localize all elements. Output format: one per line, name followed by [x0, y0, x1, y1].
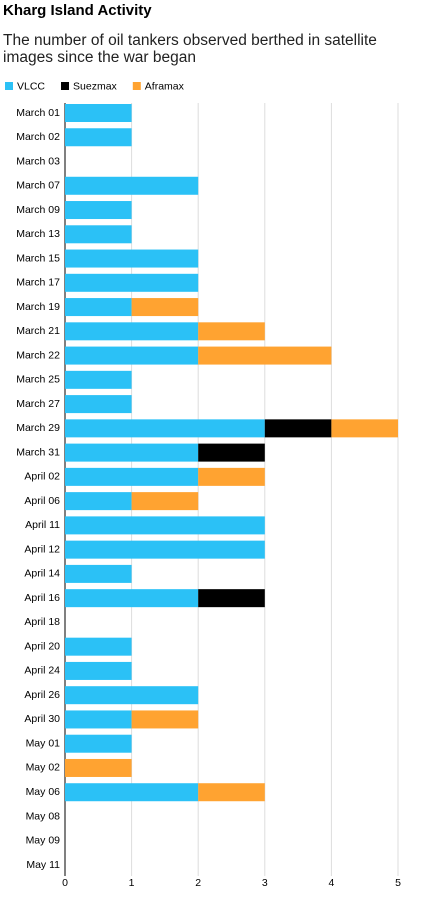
y-tick-label: March 13	[16, 228, 60, 240]
y-tick-label: March 17	[16, 277, 60, 289]
y-tick-label: March 25	[16, 374, 60, 386]
bar-segment	[65, 758, 132, 777]
x-tick-label: 3	[262, 877, 268, 889]
x-tick-label: 2	[195, 877, 201, 889]
y-tick-label: May 09	[26, 835, 61, 847]
y-tick-label: May 02	[26, 762, 61, 774]
y-tick-label: April 16	[24, 592, 60, 604]
bar-segment	[65, 783, 199, 802]
y-tick-label: March 09	[16, 204, 60, 216]
y-tick-label: March 15	[16, 252, 60, 264]
chart-title: Kharg Island Activity	[3, 2, 152, 19]
y-tick-label: March 21	[16, 325, 60, 337]
bar-segment	[65, 564, 132, 583]
x-tick-label: 0	[62, 877, 68, 889]
bar-segment	[65, 298, 132, 317]
x-tick-label: 5	[395, 877, 401, 889]
legend-swatch	[5, 82, 13, 90]
y-tick-label: March 22	[16, 349, 60, 361]
y-tick-label: April 20	[24, 640, 60, 652]
bar-segment	[65, 201, 132, 220]
x-tick-label: 4	[328, 877, 334, 889]
y-tick-label: March 31	[16, 446, 60, 458]
x-tick-label: 1	[129, 877, 135, 889]
legend-label: VLCC	[17, 80, 45, 92]
bar-segment	[198, 783, 265, 802]
y-tick-label: April 14	[24, 568, 60, 580]
bar-segment	[131, 298, 199, 317]
bar-segment	[331, 419, 398, 438]
bar-segment	[65, 467, 199, 486]
bar-segment	[198, 443, 265, 462]
legend-swatch	[61, 82, 70, 90]
bar-segment	[65, 686, 199, 705]
bar-segment	[65, 492, 132, 511]
legend-label: Suezmax	[73, 80, 118, 92]
bar-segment	[65, 249, 199, 268]
bar-segment	[65, 395, 132, 414]
bar-segment	[198, 467, 265, 486]
bar-segment	[65, 710, 132, 729]
bar-segment	[131, 710, 199, 729]
y-tick-label: May 08	[26, 810, 61, 822]
y-tick-label: March 07	[16, 180, 60, 192]
y-tick-label: March 01	[16, 107, 60, 119]
bar-segment	[65, 370, 132, 389]
bar-segment	[65, 176, 199, 195]
y-tick-label: April 26	[24, 689, 60, 701]
y-tick-label: April 02	[24, 471, 60, 483]
y-tick-label: May 01	[26, 737, 61, 749]
y-tick-label: April 11	[25, 519, 60, 531]
bar-segment	[65, 734, 132, 753]
bar-segment	[131, 492, 199, 511]
bar-segment	[198, 346, 332, 365]
bar-segment	[198, 589, 265, 608]
y-tick-label: April 06	[24, 495, 60, 507]
y-tick-label: April 12	[24, 543, 60, 555]
y-tick-label: March 27	[16, 398, 60, 410]
chart-subtitle: The number of oil tankers observed berth…	[3, 32, 377, 66]
y-tick-label: April 24	[24, 665, 60, 677]
bar-segment	[65, 273, 199, 292]
y-tick-label: March 02	[16, 131, 60, 143]
bar-segment	[65, 661, 132, 680]
y-tick-label: April 18	[24, 616, 60, 628]
bar-segment	[65, 128, 132, 147]
y-tick-label: May 06	[26, 786, 61, 798]
bar-segment	[65, 346, 199, 365]
bar-segment	[264, 419, 332, 438]
y-tick-label: May 11	[26, 859, 60, 871]
bar-segment	[65, 104, 132, 122]
legend-swatch	[132, 82, 141, 90]
bar-segment	[65, 540, 265, 559]
y-tick-label: March 29	[16, 422, 60, 434]
bar-segment	[65, 419, 265, 438]
bar-segment	[65, 589, 199, 608]
y-tick-label: March 19	[16, 301, 60, 313]
legend-label: Aframax	[145, 80, 185, 92]
bar-segment	[198, 322, 265, 341]
y-tick-label: March 03	[16, 155, 60, 167]
bar-segment	[65, 516, 265, 535]
bar-segment	[65, 443, 199, 462]
bar-segment	[65, 637, 132, 656]
y-tick-label: April 30	[24, 713, 60, 725]
bar-segment	[65, 322, 199, 341]
bar-segment	[65, 225, 132, 244]
